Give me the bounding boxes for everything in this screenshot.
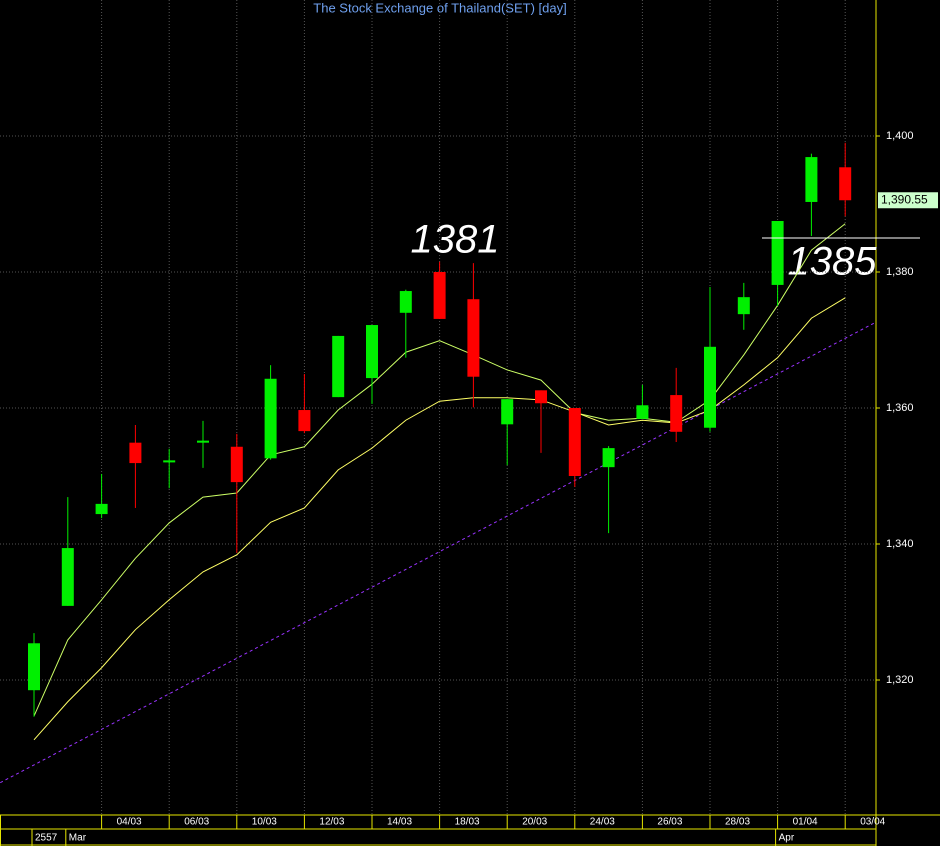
candle-body: [264, 378, 277, 459]
candle-body: [535, 390, 547, 404]
x-tick-label: 12/03: [319, 817, 344, 828]
candle-body: [771, 221, 784, 285]
candle-body: [332, 335, 345, 398]
period-label: Mar: [69, 833, 87, 844]
x-tick-label: 14/03: [387, 817, 412, 828]
candle-body: [366, 325, 378, 379]
candle-body: [399, 291, 412, 313]
candle-body: [197, 440, 209, 443]
candle-body: [28, 643, 40, 691]
candle-body: [298, 410, 311, 432]
last-price-label: 1,390.55: [881, 192, 928, 206]
y-tick-label: 1,400: [886, 130, 914, 142]
chart-title: The Stock Exchange of Thailand(SET) [day…: [313, 0, 566, 15]
candle-body: [636, 405, 649, 419]
candle-body: [839, 167, 852, 201]
y-tick-label: 1,360: [886, 402, 914, 414]
candle-body: [163, 460, 176, 463]
candle-body: [805, 157, 818, 202]
candle-body: [704, 346, 716, 428]
x-tick-label: 18/03: [455, 817, 480, 828]
x-tick-label: 10/03: [252, 817, 277, 828]
y-tick-label: 1,340: [886, 538, 914, 550]
candle-body: [602, 448, 615, 468]
annotation: 1381: [411, 218, 500, 262]
candle-body: [467, 299, 480, 377]
x-tick-label: 20/03: [522, 817, 547, 828]
y-tick-label: 1,380: [886, 266, 914, 278]
period-label: Apr: [779, 833, 795, 844]
candle-body: [737, 297, 750, 315]
x-tick-label: 03/04: [860, 817, 885, 828]
candle-body: [433, 272, 446, 319]
candle-body: [230, 446, 243, 483]
candle-body: [129, 442, 142, 464]
x-tick-label: 26/03: [657, 817, 682, 828]
candle-body: [568, 408, 581, 476]
x-tick-label: 24/03: [590, 817, 615, 828]
trendline: [0, 321, 876, 784]
x-tick-label: 06/03: [184, 817, 209, 828]
candle-body: [95, 503, 108, 515]
x-tick-label: 01/04: [793, 817, 818, 828]
x-tick-label: 04/03: [117, 817, 142, 828]
candle-body: [501, 399, 514, 425]
last-price-box: [878, 192, 938, 209]
y-tick-label: 1,320: [886, 674, 914, 686]
candle-body: [61, 548, 74, 606]
candle-body: [670, 395, 683, 432]
annotation: 1385: [788, 240, 878, 284]
period-label: 2557: [35, 833, 58, 844]
x-tick-label: 28/03: [725, 817, 750, 828]
